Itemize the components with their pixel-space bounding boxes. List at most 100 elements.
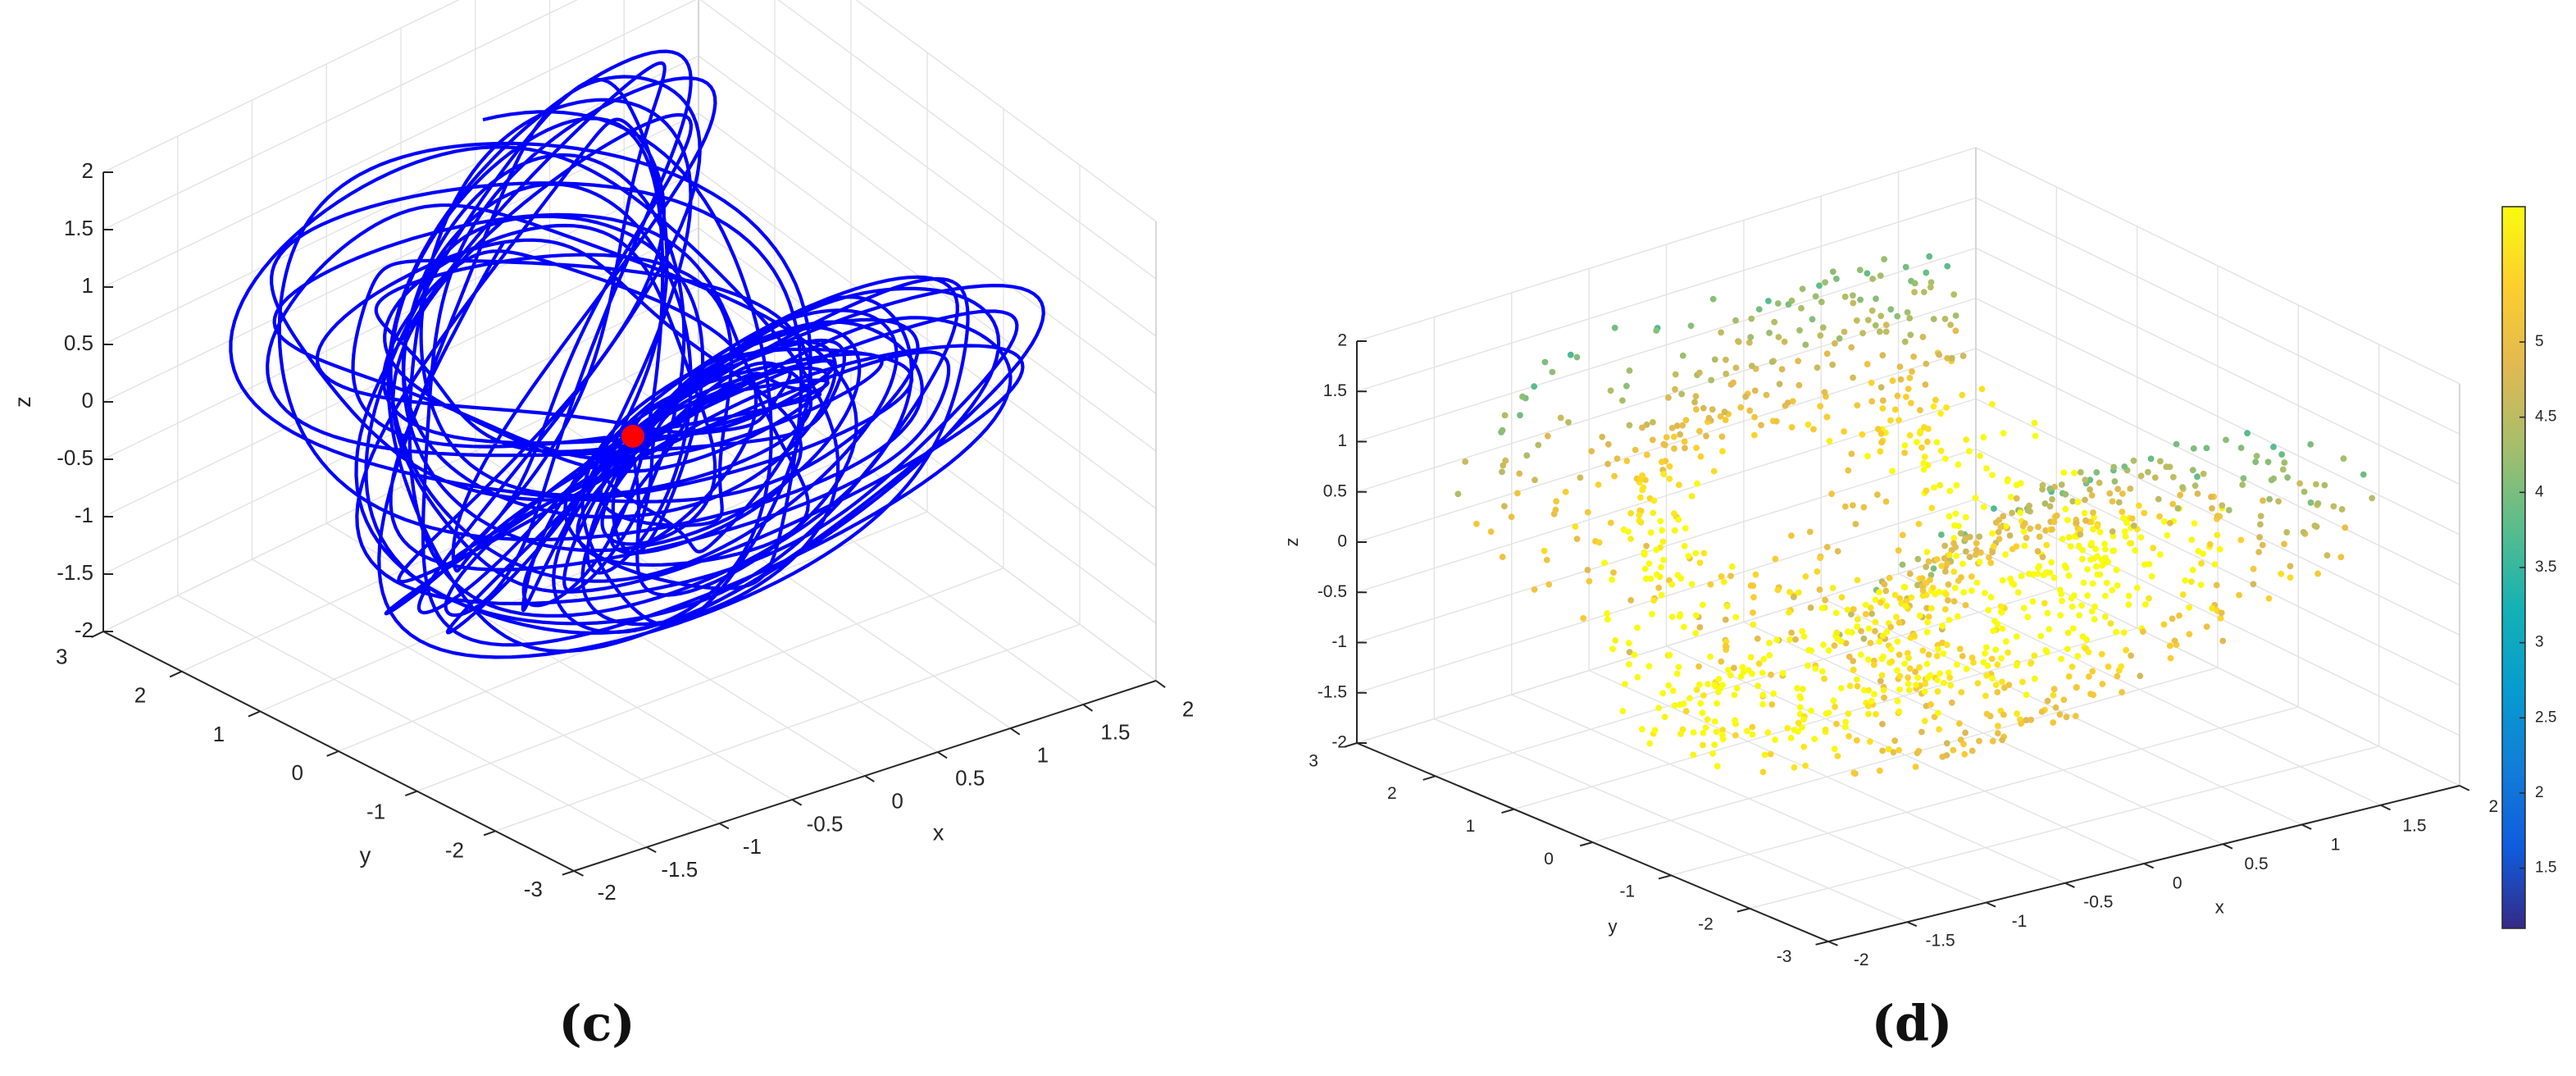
y-tick-label: -3 xyxy=(1777,947,1792,966)
data-point xyxy=(1974,680,1982,686)
data-point xyxy=(1786,609,1792,616)
data-point xyxy=(1659,538,1667,545)
data-point xyxy=(2284,474,2292,481)
data-point xyxy=(2314,570,2322,577)
data-point xyxy=(1943,752,1950,759)
x-tick-label: 0 xyxy=(891,788,903,813)
data-point xyxy=(1887,417,1894,424)
y-tick-mark xyxy=(1658,874,1672,880)
data-point xyxy=(2086,673,2092,680)
data-point xyxy=(1800,743,1808,750)
data-point xyxy=(1786,636,1794,643)
data-point xyxy=(1750,621,1757,628)
data-point xyxy=(1894,392,1901,399)
data-point xyxy=(1643,421,1650,428)
data-point xyxy=(1978,385,1986,393)
data-point xyxy=(1639,424,1645,431)
data-point xyxy=(1919,587,1927,595)
x-tick-mark xyxy=(2222,843,2233,850)
data-point xyxy=(1846,732,1853,740)
grid-line xyxy=(1356,549,1977,744)
x-tick-label: 1 xyxy=(2331,836,2341,855)
data-point xyxy=(2078,602,2085,609)
data-point xyxy=(1691,399,1699,406)
data-point xyxy=(1941,679,1947,686)
data-point xyxy=(1692,393,1700,400)
data-point xyxy=(1650,419,1656,426)
data-point xyxy=(2120,629,2128,636)
colorbar-tick-label: 3 xyxy=(2535,634,2544,651)
data-point xyxy=(1856,267,1864,274)
data-point xyxy=(1950,568,1958,575)
data-point xyxy=(1541,547,1548,554)
data-point xyxy=(1462,458,1469,465)
data-point xyxy=(1773,417,1780,425)
data-point xyxy=(1611,472,1618,480)
data-point xyxy=(2030,571,2037,578)
data-point xyxy=(2087,486,2094,493)
data-point xyxy=(1896,417,1902,424)
data-point xyxy=(1796,693,1804,700)
data-point xyxy=(1927,279,1935,286)
data-point xyxy=(1902,263,1909,271)
data-point xyxy=(1880,653,1887,660)
data-point xyxy=(1887,306,1895,313)
colorbar-tick-label: 4 xyxy=(2535,483,2544,500)
x-tick-label: 0 xyxy=(2173,873,2182,892)
data-point xyxy=(1885,745,1892,753)
y-tick-mark xyxy=(405,790,418,797)
data-point xyxy=(1588,448,1595,454)
data-point xyxy=(1959,560,1966,568)
data-point xyxy=(2065,534,2073,540)
data-point xyxy=(2060,469,2068,476)
data-point xyxy=(2013,633,2020,640)
data-point xyxy=(2236,591,2243,599)
data-point xyxy=(2101,540,2108,548)
data-point xyxy=(2160,621,2168,628)
data-point xyxy=(1718,329,1725,336)
grid-line xyxy=(1435,588,2057,777)
data-point xyxy=(1981,590,1988,596)
data-point xyxy=(1708,376,1715,384)
y-axis-label: y xyxy=(1609,916,1618,937)
x-tick-mark xyxy=(719,823,730,830)
data-point xyxy=(1877,312,1885,320)
data-point xyxy=(1647,529,1654,536)
data-point xyxy=(1894,312,1901,320)
data-point xyxy=(2109,586,2116,594)
data-point xyxy=(2023,534,2030,541)
data-point xyxy=(1823,413,1831,421)
data-point xyxy=(1963,436,1970,443)
data-point xyxy=(1868,398,1876,405)
data-point xyxy=(1932,590,1939,598)
data-point xyxy=(1992,646,2000,654)
data-point xyxy=(1626,661,1632,668)
data-point xyxy=(1950,746,1957,754)
data-point xyxy=(1999,678,2005,686)
data-point xyxy=(1845,628,1851,636)
data-point xyxy=(1943,740,1950,747)
data-point xyxy=(1693,686,1700,693)
data-point xyxy=(1671,433,1677,440)
data-point xyxy=(1921,424,1927,431)
data-point xyxy=(1553,498,1560,505)
data-point xyxy=(1945,581,1952,588)
data-point xyxy=(1791,727,1798,733)
data-point xyxy=(1932,396,1939,404)
data-point xyxy=(1802,341,1809,349)
trajectory-line xyxy=(229,49,1045,659)
data-point xyxy=(1962,535,1969,542)
data-point xyxy=(1642,476,1649,484)
y-tick-mark xyxy=(1344,742,1358,748)
data-point xyxy=(1947,321,1955,328)
data-point xyxy=(1879,397,1886,404)
data-point xyxy=(1857,651,1864,659)
data-point xyxy=(1719,682,1726,689)
data-point xyxy=(1980,434,1987,441)
data-point xyxy=(2137,534,2145,541)
data-point xyxy=(1584,567,1591,573)
data-point xyxy=(1690,751,1697,759)
data-point xyxy=(1928,604,1935,612)
data-point xyxy=(2041,572,2047,579)
data-point xyxy=(1869,276,1877,282)
